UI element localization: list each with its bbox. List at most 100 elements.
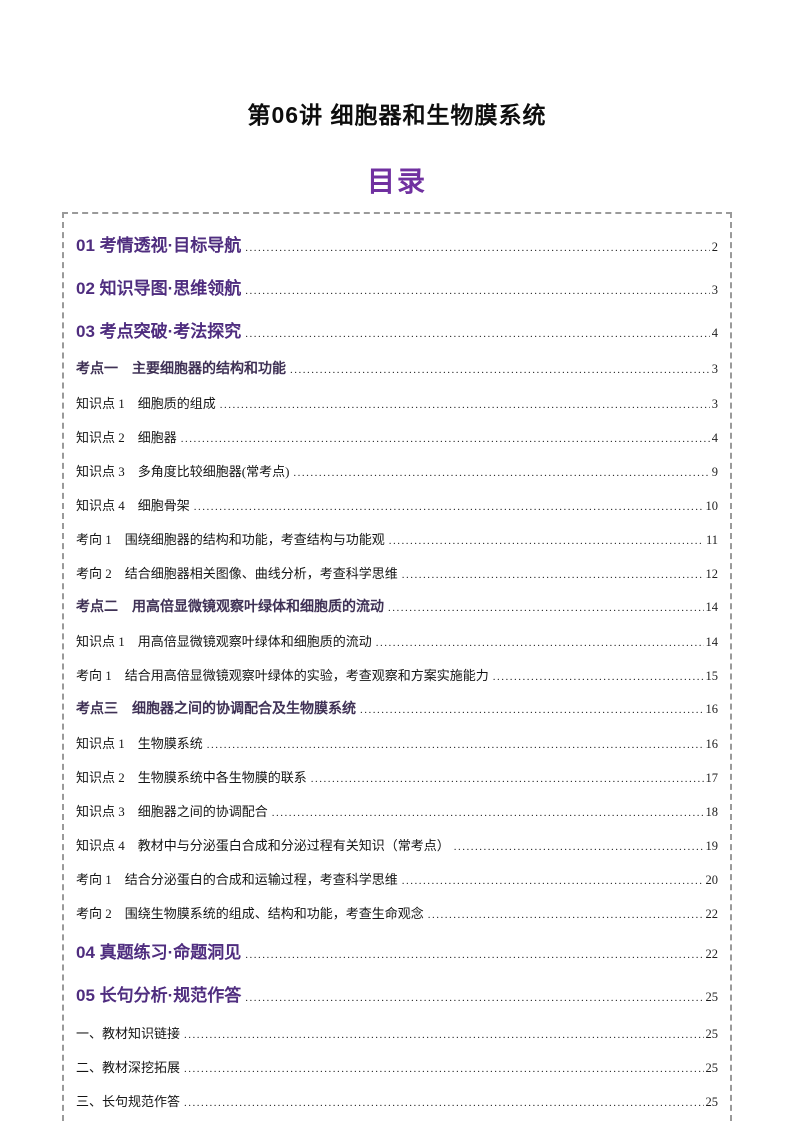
toc-dot-leader: ........................................… [245,949,703,961]
toc-dot-leader: ........................................… [271,806,704,819]
toc-entry[interactable]: 三、长句规范作答 ...............................… [76,1083,718,1117]
toc-entry-label: 05 长句分析·规范作答 [76,986,242,1005]
toc-entry-label: 知识点 1 生物膜系统 [76,735,203,751]
toc-page-number: 14 [705,600,719,614]
toc-entry[interactable]: 考向 1 结合分泌蛋白的合成和运输过程，考查科学思维 .............… [76,861,718,895]
toc-entry[interactable]: 考点一 主要细胞器的结构和功能 ........................… [76,351,718,385]
toc-page-number: 12 [705,566,719,581]
toc-entry[interactable]: 二、教材深挖拓展 ...............................… [76,1049,718,1083]
toc-list: 01 考情透视·目标导航 ...........................… [76,222,718,1117]
toc-entry[interactable]: 04 真题练习·命题洞见 ...........................… [76,929,718,972]
toc-page-number: 22 [705,947,719,961]
toc-page-number: 4 [711,326,718,340]
toc-page-number: 2 [711,240,718,254]
toc-entry[interactable]: 考点三 细胞器之间的协调配合及生物膜系统 ...................… [76,691,718,725]
toc-entry-label: 考点三 细胞器之间的协调配合及生物膜系统 [76,700,356,716]
toc-entry-label: 知识点 3 细胞器之间的协调配合 [76,803,268,819]
toc-dot-leader: ........................................… [245,328,710,340]
toc-dot-leader: ........................................… [245,242,710,254]
toc-entry[interactable]: 一、教材知识链接 ...............................… [76,1015,718,1049]
toc-entry[interactable]: 知识点 2 细胞器 ..............................… [76,419,718,453]
toc-dot-leader: ........................................… [245,992,703,1004]
toc-page-number: 25 [705,990,719,1004]
toc-entry[interactable]: 01 考情透视·目标导航 ...........................… [76,222,718,265]
toc-dot-leader: ........................................… [310,772,704,785]
toc-dot-leader: ........................................… [401,568,704,581]
toc-page-number: 18 [705,804,719,819]
toc-entry-label: 考向 2 结合细胞器相关图像、曲线分析，考查科学思维 [76,565,398,581]
toc-page-number: 16 [705,702,719,716]
toc-page-number: 3 [711,396,718,411]
toc-dot-leader: ........................................… [427,908,704,921]
toc-page-number: 19 [705,838,719,853]
toc-entry-label: 知识点 4 教材中与分泌蛋白合成和分泌过程有关知识（常考点） [76,837,450,853]
toc-page-number: 20 [705,872,719,887]
toc-entry-label: 考点一 主要细胞器的结构和功能 [76,360,286,376]
toc-dot-leader: ........................................… [193,500,704,513]
toc-entry[interactable]: 知识点 3 多角度比较细胞器(常考点) ....................… [76,453,718,487]
toc-entry-label: 知识点 3 多角度比较细胞器(常考点) [76,463,290,479]
toc-page-number: 3 [711,362,718,376]
toc-entry[interactable]: 知识点 1 生物膜系统 ............................… [76,725,718,759]
toc-dot-leader: ........................................… [290,364,710,376]
toc-page-number: 9 [711,464,718,479]
toc-entry[interactable]: 知识点 3 细胞器之间的协调配合 .......................… [76,793,718,827]
toc-dot-leader: ........................................… [219,398,710,411]
toc-entry-label: 考向 1 围绕细胞器的结构和功能，考查结构与功能观 [76,531,385,547]
toc-entry[interactable]: 03 考点突破·考法探究 ...........................… [76,308,718,351]
toc-dot-leader: ........................................… [184,1062,703,1075]
toc-entry[interactable]: 考点二 用高倍显微镜观察叶绿体和细胞质的流动 .................… [76,589,718,623]
toc-page-number: 25 [705,1060,719,1075]
toc-entry[interactable]: 知识点 1 细胞质的组成 ...........................… [76,385,718,419]
toc-entry-label: 考向 1 结合分泌蛋白的合成和运输过程，考查科学思维 [76,871,398,887]
toc-page-number: 22 [705,906,719,921]
toc-dot-leader: ........................................… [245,285,710,297]
toc-entry-label: 考向 1 结合用高倍显微镜观察叶绿体的实验，考查观察和方案实施能力 [76,667,489,683]
toc-dot-leader: ........................................… [360,704,704,716]
toc-dot-leader: ........................................… [375,636,704,649]
toc-dot-leader: ........................................… [388,602,704,614]
toc-entry-label: 知识点 2 生物膜系统中各生物膜的联系 [76,769,307,785]
toc-page-number: 10 [705,498,719,513]
toc-dot-leader: ........................................… [453,840,704,853]
toc-entry-label: 二、教材深挖拓展 [76,1059,181,1075]
toc-entry-label: 知识点 1 细胞质的组成 [76,395,216,411]
toc-heading: 目录 [366,166,427,197]
toc-dot-leader: ........................................… [184,1096,703,1109]
toc-page-number: 15 [705,668,719,683]
toc-entry[interactable]: 知识点 1 用高倍显微镜观察叶绿体和细胞质的流动 ...............… [76,623,718,657]
toc-page-number: 25 [705,1094,719,1109]
toc-entry[interactable]: 考向 2 围绕生物膜系统的组成、结构和功能，考查生命观念 ...........… [76,895,718,929]
toc-entry[interactable]: 考向 1 结合用高倍显微镜观察叶绿体的实验，考查观察和方案实施能力 ......… [76,657,718,691]
toc-entry[interactable]: 考向 2 结合细胞器相关图像、曲线分析，考查科学思维 .............… [76,555,718,589]
toc-entry[interactable]: 知识点 2 生物膜系统中各生物膜的联系 ....................… [76,759,718,793]
toc-dot-leader: ........................................… [492,670,704,683]
toc-dot-leader: ........................................… [388,534,704,547]
toc-page-number: 4 [711,430,718,445]
toc-entry-label: 01 考情透视·目标导航 [76,236,242,255]
toc-entry[interactable]: 02 知识导图·思维领航 ...........................… [76,265,718,308]
toc-dot-leader: ........................................… [184,1028,703,1041]
toc-entry-label: 04 真题练习·命题洞见 [76,943,242,962]
toc-dot-leader: ........................................… [293,466,710,479]
toc-entry-label: 三、长句规范作答 [76,1093,181,1109]
toc-dot-leader: ........................................… [180,432,710,445]
toc-entry-label: 知识点 4 细胞骨架 [76,497,190,513]
toc-entry[interactable]: 考向 1 围绕细胞器的结构和功能，考查结构与功能观 ..............… [76,521,718,555]
toc-page-number: 14 [705,634,719,649]
toc-dot-leader: ........................................… [206,738,704,751]
toc-entry[interactable]: 05 长句分析·规范作答 ...........................… [76,972,718,1015]
toc-box: 01 考情透视·目标导航 ...........................… [62,212,732,1123]
toc-entry-label: 考点二 用高倍显微镜观察叶绿体和细胞质的流动 [76,598,384,614]
toc-entry-label: 一、教材知识链接 [76,1025,181,1041]
page-title: 第06讲 细胞器和生物膜系统 [247,102,547,128]
toc-page-number: 17 [705,770,719,785]
toc-entry[interactable]: 知识点 4 细胞骨架 .............................… [76,487,718,521]
toc-entry[interactable]: 知识点 4 教材中与分泌蛋白合成和分泌过程有关知识（常考点） .........… [76,827,718,861]
toc-dot-leader: ........................................… [401,874,704,887]
toc-page-number: 16 [705,736,719,751]
toc-page-number: 25 [705,1026,719,1041]
toc-entry-label: 02 知识导图·思维领航 [76,279,242,298]
toc-entry-label: 考向 2 围绕生物膜系统的组成、结构和功能，考查生命观念 [76,905,424,921]
